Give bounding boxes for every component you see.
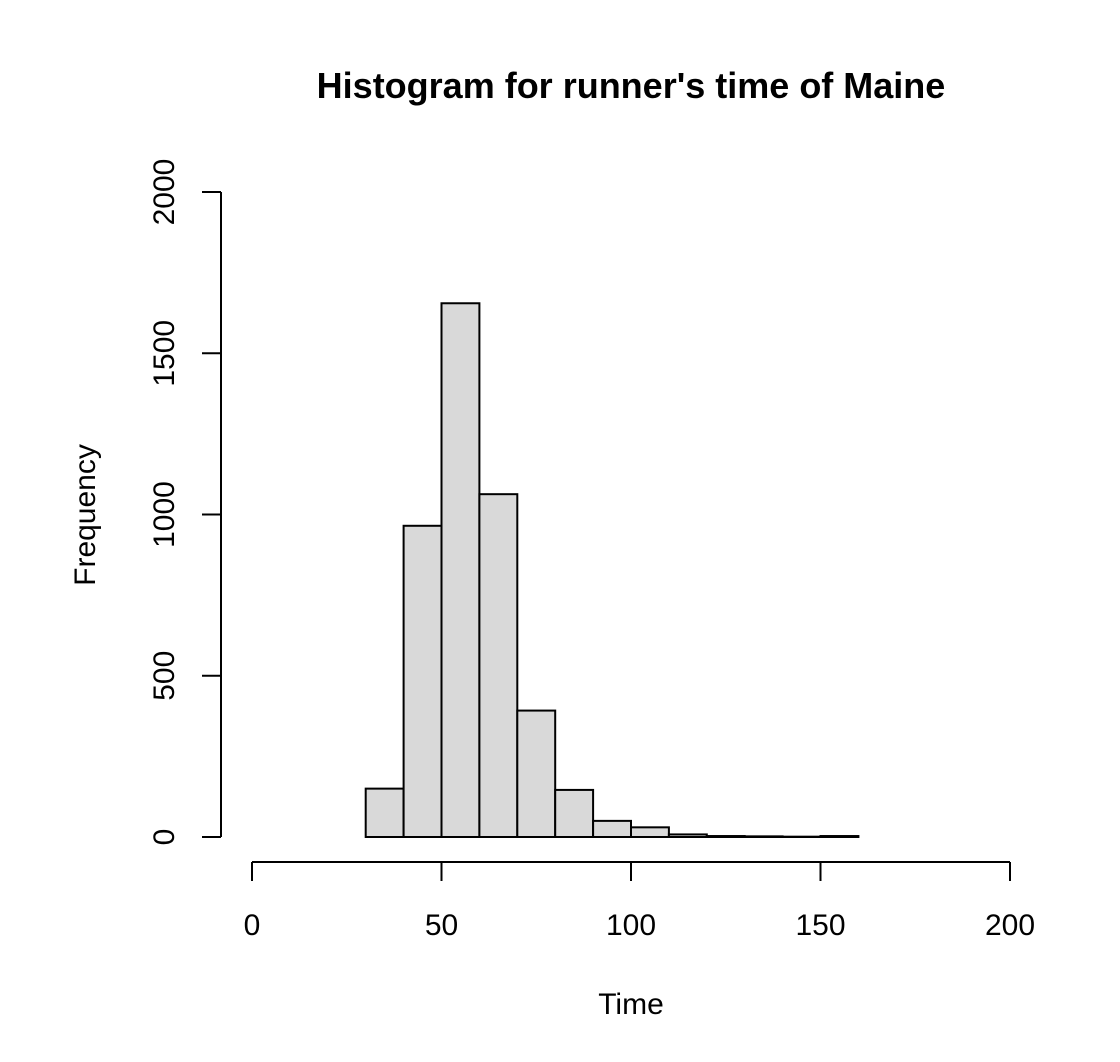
- y-tick-label: 1000: [148, 481, 181, 548]
- histogram-bar: [554, 788, 595, 838]
- x-tick-label: 0: [244, 909, 261, 942]
- x-axis-label: Time: [598, 988, 664, 1021]
- chart-title: Histogram for runner's time of Maine: [317, 65, 946, 106]
- histogram-bar: [743, 835, 784, 838]
- x-tick-label: 50: [425, 909, 458, 942]
- histogram-bar: [440, 302, 481, 838]
- x-tick-label: 100: [606, 909, 656, 942]
- x-axis: 0 50 100 150 200: [244, 861, 1035, 942]
- x-tick-label: 200: [985, 909, 1035, 942]
- histogram-bar: [402, 524, 443, 838]
- histogram-bar: [819, 835, 860, 838]
- y-tick-label: 2000: [148, 159, 181, 226]
- histogram-bar: [630, 826, 670, 839]
- y-tick-label: 1500: [148, 320, 181, 387]
- x-tick-label: 150: [795, 909, 845, 942]
- y-axis-label: Frequency: [69, 444, 102, 586]
- histogram-bar: [364, 787, 405, 838]
- histogram-bar: [667, 833, 708, 838]
- histogram-bar: [516, 709, 557, 839]
- histogram-bar: [478, 493, 519, 838]
- histogram-bars: [364, 302, 860, 839]
- y-tick-label: 0: [148, 829, 181, 846]
- y-axis: 0 500 1000 1500 2000: [148, 159, 222, 846]
- y-tick-label: 500: [148, 651, 181, 701]
- histogram-bar: [592, 819, 632, 838]
- histogram-bar: [705, 835, 746, 838]
